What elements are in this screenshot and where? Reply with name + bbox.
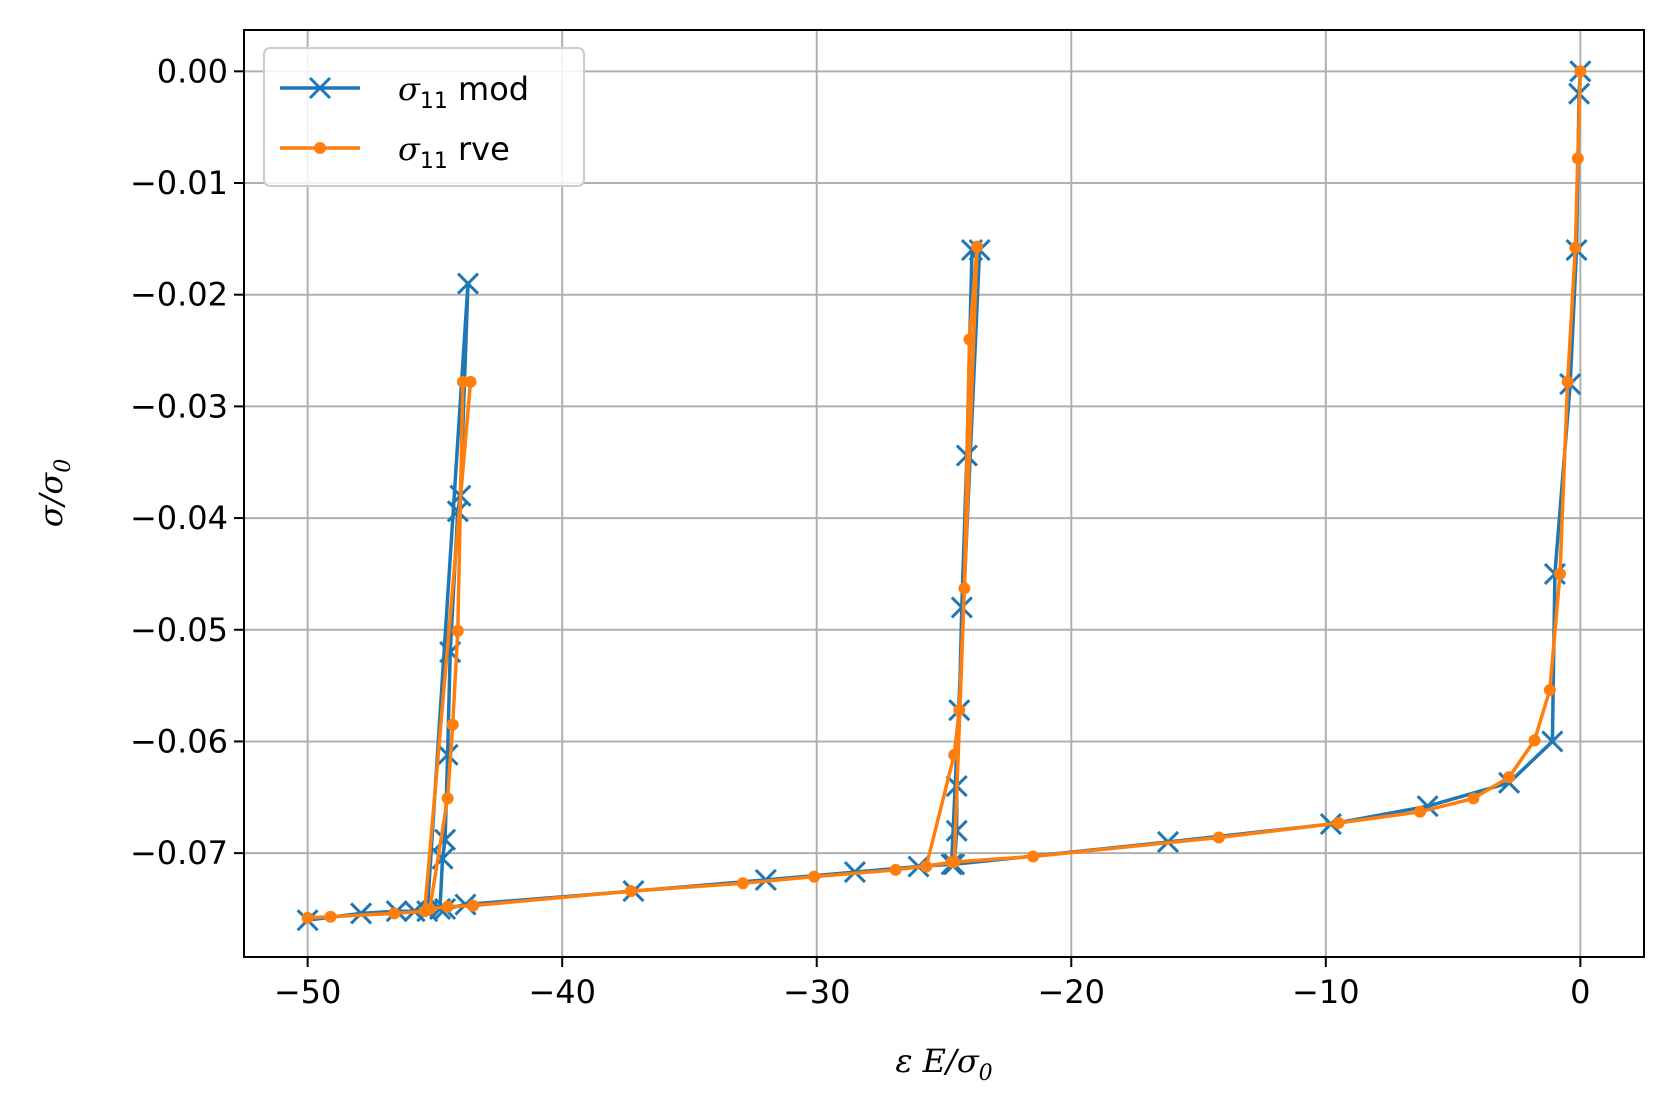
data-point-dot-marker bbox=[418, 905, 431, 918]
data-point-dot-marker bbox=[467, 899, 480, 912]
x-tick-label: −10 bbox=[1292, 973, 1360, 1011]
x-axis-label: ε E/σ0 bbox=[895, 1042, 992, 1086]
data-point-dot-marker bbox=[1528, 734, 1541, 747]
legend-marker-rve bbox=[314, 142, 326, 154]
grid bbox=[244, 30, 1644, 957]
data-point-dot-marker bbox=[1571, 152, 1584, 165]
data-point-dot-marker bbox=[920, 860, 933, 873]
data-point-dot-marker bbox=[441, 792, 454, 805]
data-point-x-marker bbox=[456, 272, 480, 295]
x-tick-label: −20 bbox=[1038, 973, 1106, 1011]
data-point-dot-marker bbox=[953, 704, 966, 717]
data-point-dot-marker bbox=[948, 748, 961, 761]
legend-marker-mod bbox=[308, 76, 332, 100]
data-point-dot-marker bbox=[1543, 684, 1556, 697]
data-point-x-marker bbox=[1541, 730, 1564, 753]
plot-frame bbox=[243, 29, 1645, 958]
legend-label-rve: σ11 rve bbox=[398, 130, 510, 174]
data-point-dot-marker bbox=[808, 870, 821, 883]
series-rve bbox=[301, 65, 1587, 924]
x-tick-label: −30 bbox=[783, 973, 851, 1011]
data-point-dot-marker bbox=[1554, 567, 1566, 580]
data-point-dot-marker bbox=[441, 900, 454, 913]
data-point-dot-marker bbox=[1212, 831, 1225, 844]
data-point-dot-marker bbox=[1503, 771, 1516, 784]
ticks: −50 −40 −30 −20 −10 0 0.00 −0.01 −0.02 −0.03 −0.04… bbox=[130, 52, 1591, 1011]
data-point-dot-marker bbox=[301, 911, 314, 924]
data-point-dot-marker bbox=[1467, 792, 1480, 805]
data-point-dot-marker bbox=[1569, 241, 1582, 254]
y-tick-label: −0.06 bbox=[130, 722, 228, 760]
data-point-dot-marker bbox=[889, 863, 902, 876]
data-point-dot-marker bbox=[958, 582, 971, 595]
data-point-dot-marker bbox=[963, 333, 976, 346]
data-point-x-marker bbox=[436, 743, 459, 766]
data-point-dot-marker bbox=[624, 885, 637, 898]
legend: σ11 mod σ11 rve bbox=[263, 47, 585, 187]
y-tick-label: 0.00 bbox=[157, 52, 228, 90]
legend-label-mod: σ11 mod bbox=[398, 70, 529, 114]
x-tick-label: 0 bbox=[1570, 973, 1590, 1011]
data-point-dot-marker bbox=[388, 907, 401, 920]
data-point-dot-marker bbox=[1414, 805, 1426, 818]
y-tick-label: −0.05 bbox=[130, 611, 228, 649]
data-point-dot-marker bbox=[324, 910, 337, 923]
data-point-dot-marker bbox=[451, 624, 464, 637]
x-tick-label: −40 bbox=[528, 973, 596, 1011]
data-point-dot-marker bbox=[1332, 816, 1345, 829]
data-point-dot-marker bbox=[1561, 375, 1574, 388]
data-point-dot-marker bbox=[736, 877, 749, 890]
data-point-dot-marker bbox=[1027, 850, 1040, 863]
data-point-x-marker bbox=[950, 596, 973, 619]
data-point-dot-marker bbox=[948, 856, 961, 869]
y-tick-label: −0.03 bbox=[130, 387, 228, 425]
data-point-dot-marker bbox=[446, 718, 459, 731]
data-point-dot-marker bbox=[464, 375, 477, 388]
y-tick-label: −0.04 bbox=[130, 499, 228, 537]
y-tick-label: −0.07 bbox=[130, 834, 228, 872]
y-tick-label: −0.02 bbox=[130, 276, 228, 314]
legend-box bbox=[263, 47, 585, 187]
data-point-dot-marker bbox=[971, 240, 984, 253]
data-point-dot-marker bbox=[1574, 65, 1587, 78]
series-layer bbox=[296, 60, 1592, 932]
x-tick-label: −50 bbox=[274, 973, 342, 1011]
y-tick-label: −0.01 bbox=[130, 164, 228, 202]
